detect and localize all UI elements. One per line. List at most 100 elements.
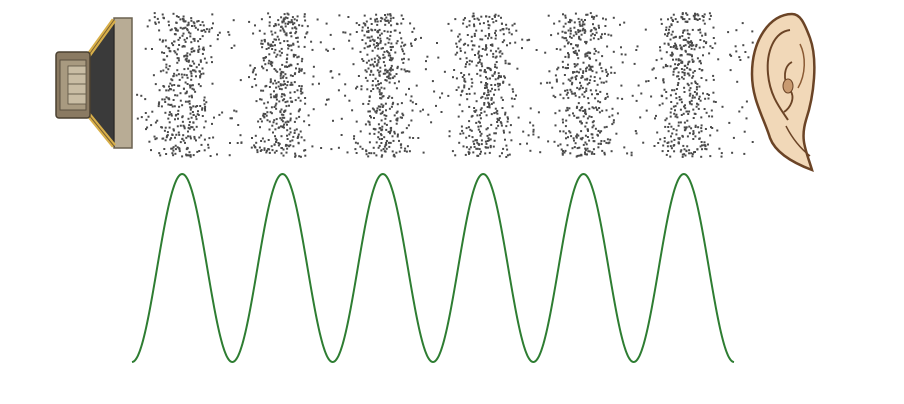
particle xyxy=(388,52,391,55)
particle xyxy=(394,51,397,54)
particle xyxy=(251,137,253,139)
particle xyxy=(270,64,273,67)
particle xyxy=(388,107,391,110)
particle xyxy=(368,45,371,48)
particle xyxy=(340,134,343,136)
particle xyxy=(379,37,382,40)
particle xyxy=(410,95,413,98)
particle xyxy=(184,81,187,84)
particle xyxy=(386,69,389,72)
particle xyxy=(488,34,491,37)
particle xyxy=(577,17,580,20)
particle xyxy=(172,154,175,157)
particle xyxy=(652,67,655,70)
particle xyxy=(532,133,535,136)
particle xyxy=(384,102,387,105)
particle xyxy=(395,73,398,75)
particle xyxy=(263,40,266,43)
particle xyxy=(329,33,332,36)
particle xyxy=(670,140,673,143)
particle xyxy=(580,33,583,36)
particle xyxy=(732,136,735,139)
particle xyxy=(209,44,212,47)
particle xyxy=(233,44,236,47)
particle xyxy=(373,40,376,43)
particle xyxy=(210,27,213,30)
particle xyxy=(380,128,383,131)
particle xyxy=(296,36,299,39)
particle xyxy=(569,152,572,155)
particle xyxy=(287,44,289,47)
particle xyxy=(696,57,699,60)
particle xyxy=(171,84,173,87)
particle xyxy=(377,131,380,134)
particle xyxy=(681,76,683,79)
particle xyxy=(276,70,279,73)
particle xyxy=(572,137,575,140)
particle xyxy=(251,71,254,74)
particle xyxy=(265,84,268,87)
particle xyxy=(676,84,679,86)
particle xyxy=(270,60,273,63)
particle xyxy=(265,56,267,59)
particle xyxy=(665,97,668,100)
particle xyxy=(293,120,296,123)
particle xyxy=(170,114,173,117)
particle xyxy=(273,151,276,154)
particle xyxy=(377,47,380,50)
particle xyxy=(458,40,461,43)
particle xyxy=(711,115,714,118)
particle xyxy=(526,39,529,42)
particle xyxy=(490,98,493,101)
particle xyxy=(576,70,578,73)
particle xyxy=(669,94,672,97)
particle xyxy=(586,83,589,86)
particle xyxy=(702,16,705,18)
particle xyxy=(462,22,465,25)
particle xyxy=(459,57,462,60)
particle xyxy=(476,114,479,117)
particle xyxy=(689,44,692,47)
particle xyxy=(289,140,292,143)
particle xyxy=(662,79,665,82)
particle xyxy=(190,84,193,87)
particle xyxy=(297,96,300,99)
particle xyxy=(351,47,354,50)
particle xyxy=(190,41,193,44)
particle xyxy=(387,41,390,44)
particle xyxy=(493,72,496,75)
particle xyxy=(561,153,564,156)
particle xyxy=(359,50,362,53)
particle xyxy=(342,31,345,34)
particle xyxy=(511,88,514,91)
particle xyxy=(348,99,351,102)
particle xyxy=(281,76,284,79)
particle xyxy=(186,154,189,157)
particle xyxy=(528,38,531,41)
particle xyxy=(280,88,283,91)
particle xyxy=(372,146,375,149)
particle xyxy=(204,109,207,112)
particle xyxy=(461,129,464,132)
particle xyxy=(665,65,667,68)
particle xyxy=(661,95,664,98)
particle xyxy=(140,94,143,97)
particle xyxy=(566,109,569,112)
particle xyxy=(597,146,600,149)
particle xyxy=(630,151,633,154)
particle xyxy=(384,23,387,26)
particle xyxy=(669,115,672,118)
particle xyxy=(274,79,276,82)
particle xyxy=(181,155,184,158)
particle xyxy=(489,90,492,93)
particle xyxy=(465,63,467,66)
particle xyxy=(175,15,178,18)
particle xyxy=(674,35,677,38)
particle xyxy=(606,45,609,48)
particle xyxy=(596,108,598,111)
particle xyxy=(547,14,550,17)
particle xyxy=(282,154,285,157)
particle xyxy=(396,103,399,106)
particle xyxy=(685,12,688,15)
particle xyxy=(176,94,179,97)
